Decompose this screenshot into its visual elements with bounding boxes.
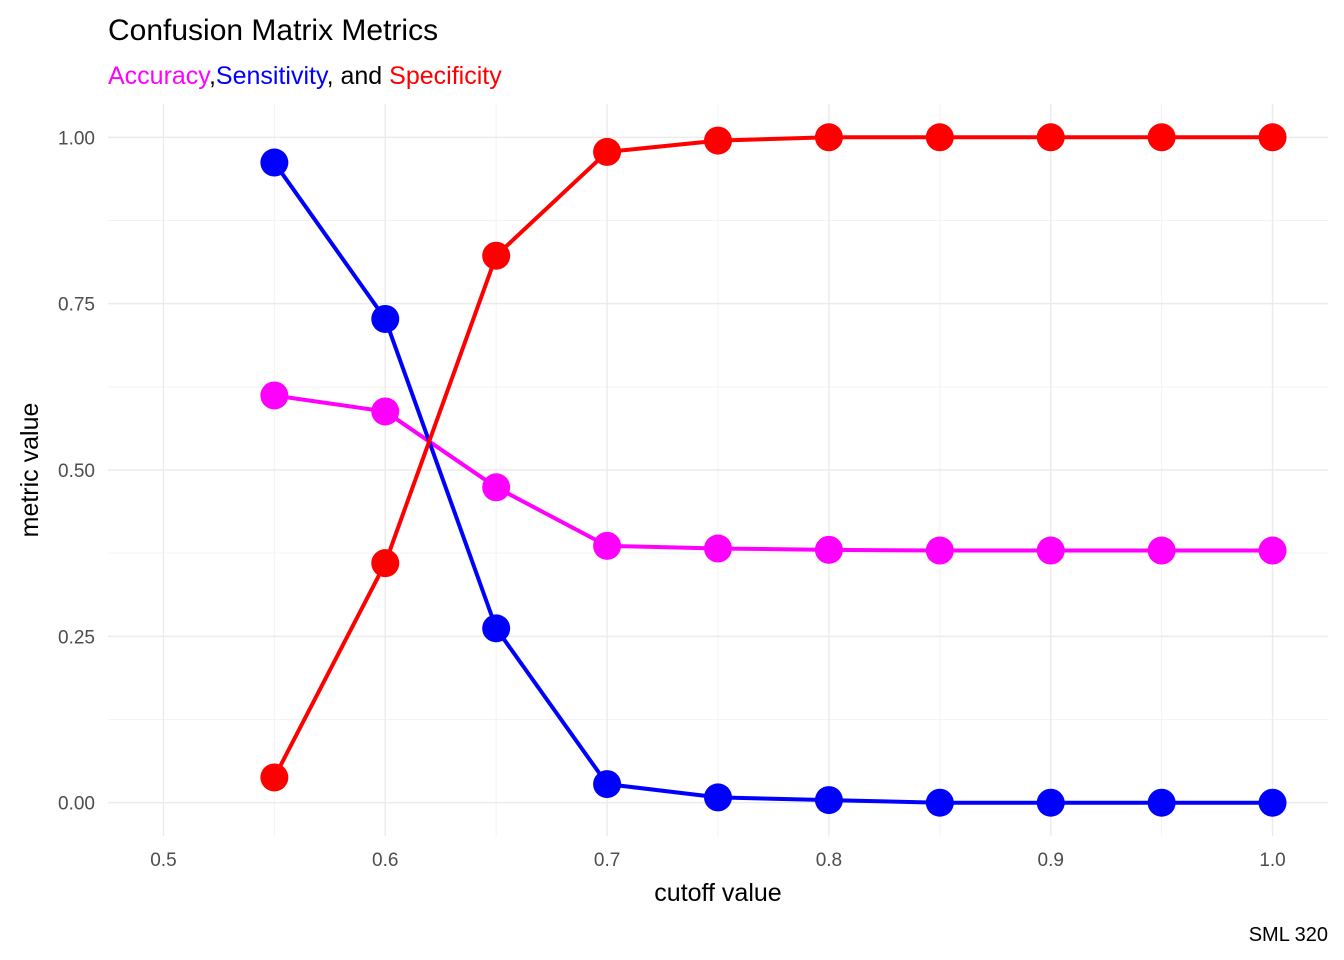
accuracy-point [925, 536, 954, 565]
accuracy-point [1258, 536, 1287, 565]
x-tick-label: 0.9 [1038, 850, 1064, 871]
accuracy-point [260, 381, 289, 410]
sensitivity-point [593, 770, 622, 799]
specificity-point [925, 123, 954, 152]
subtitle-accuracy: Accuracy [108, 62, 211, 90]
specificity-line [272, 135, 1273, 779]
accuracy-point [814, 535, 843, 564]
accuracy-point [1036, 536, 1065, 565]
x-tick-label: 0.7 [594, 850, 620, 871]
specificity-point [1258, 123, 1287, 152]
accuracy-point [482, 473, 511, 502]
x-tick-label: 0.5 [150, 850, 176, 871]
specificity-point [482, 241, 511, 270]
sensitivity-point [1036, 788, 1065, 817]
y-axis-ticks: 0.00 0.25 0.50 0.75 1.00 [58, 128, 95, 814]
specificity-point [371, 549, 400, 578]
y-axis-label: metric value [16, 403, 44, 538]
x-tick-label: 1.0 [1259, 850, 1285, 871]
series-lines [272, 135, 1273, 805]
x-axis-label: cutoff value [654, 879, 781, 907]
y-tick-label: 1.00 [58, 128, 95, 149]
specificity-point [814, 123, 843, 152]
sensitivity-point [371, 304, 400, 333]
x-axis-ticks: 0.5 0.6 0.7 0.8 0.9 1.0 [150, 850, 1286, 871]
sensitivity-point [704, 783, 732, 812]
accuracy-point [371, 397, 400, 426]
x-tick-label: 0.8 [816, 850, 842, 871]
sensitivity-point [482, 614, 511, 643]
chart-title: Confusion Matrix Metrics [108, 14, 438, 47]
accuracy-point [1147, 536, 1176, 565]
specificity-point [1036, 123, 1065, 152]
y-tick-label: 0.25 [58, 627, 95, 648]
specificity-point [593, 137, 622, 166]
sensitivity-point [260, 148, 289, 177]
y-tick-label: 0.00 [58, 794, 95, 815]
specificity-point [704, 126, 732, 155]
accuracy-point [593, 531, 622, 560]
grid [108, 104, 1328, 836]
x-tick-label: 0.6 [372, 850, 398, 871]
sensitivity-line [272, 161, 1273, 805]
sensitivity-point [1258, 788, 1287, 817]
subtitle-comma: , [209, 62, 216, 90]
accuracy-line [274, 393, 1273, 553]
sensitivity-point [925, 788, 954, 817]
sensitivity-point [1147, 788, 1176, 817]
subtitle-sensitivity: Sensitivity [216, 62, 329, 90]
specificity-point [260, 763, 289, 792]
sensitivity-point [814, 786, 843, 815]
accuracy-point [704, 534, 732, 563]
subtitle-and: , and [327, 62, 390, 90]
y-tick-label: 0.50 [58, 461, 95, 482]
chart-subtitle: Accuracy,Sensitivity, and Specificity [108, 62, 502, 90]
subtitle-specificity: Specificity [389, 62, 502, 90]
specificity-point [1147, 123, 1176, 152]
series-points [260, 123, 1287, 817]
chart-caption: SML 320 [1249, 924, 1328, 946]
y-tick-label: 0.75 [58, 295, 95, 316]
